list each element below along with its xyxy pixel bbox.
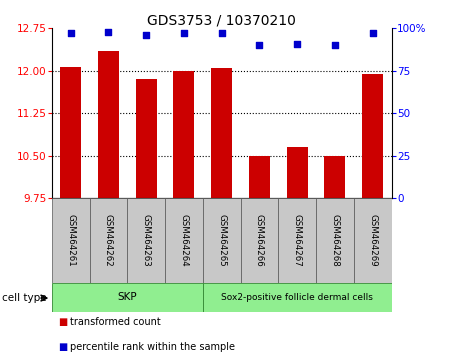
Text: GSM464263: GSM464263: [142, 214, 151, 267]
Text: percentile rank within the sample: percentile rank within the sample: [70, 342, 235, 352]
Point: [143, 32, 150, 38]
Bar: [174, 71, 194, 198]
Bar: [203, 283, 392, 312]
Bar: [316, 198, 354, 283]
Text: cell type: cell type: [2, 293, 47, 303]
Text: GSM464262: GSM464262: [104, 214, 113, 267]
Bar: [362, 74, 383, 198]
Text: GSM464261: GSM464261: [66, 214, 75, 267]
Bar: [98, 51, 119, 198]
Text: ■: ■: [58, 317, 68, 327]
Bar: [240, 198, 278, 283]
Bar: [165, 198, 203, 283]
Text: SKP: SKP: [117, 292, 137, 302]
Text: GSM464267: GSM464267: [292, 214, 302, 267]
Text: GSM464264: GSM464264: [180, 214, 189, 267]
Point: [293, 41, 301, 46]
Text: GSM464269: GSM464269: [368, 215, 377, 267]
Point: [256, 42, 263, 48]
Text: ■: ■: [58, 342, 68, 352]
Bar: [52, 198, 90, 283]
Bar: [203, 198, 240, 283]
Bar: [52, 283, 203, 312]
Title: GDS3753 / 10370210: GDS3753 / 10370210: [147, 13, 296, 27]
Bar: [324, 156, 345, 198]
Point: [331, 42, 338, 48]
Bar: [136, 79, 157, 198]
Bar: [211, 68, 232, 198]
Text: GSM464265: GSM464265: [217, 214, 226, 267]
Bar: [90, 198, 127, 283]
Bar: [127, 198, 165, 283]
Bar: [278, 198, 316, 283]
Point: [67, 30, 74, 36]
Bar: [60, 67, 81, 198]
Bar: [287, 147, 307, 198]
Point: [218, 30, 225, 36]
Point: [105, 29, 112, 35]
Text: GSM464266: GSM464266: [255, 214, 264, 267]
Text: Sox2-positive follicle dermal cells: Sox2-positive follicle dermal cells: [221, 293, 373, 302]
Bar: [354, 198, 392, 283]
Point: [180, 30, 188, 36]
Bar: [249, 156, 270, 198]
Text: transformed count: transformed count: [70, 317, 161, 327]
Text: GSM464268: GSM464268: [330, 214, 339, 267]
Point: [369, 30, 376, 36]
